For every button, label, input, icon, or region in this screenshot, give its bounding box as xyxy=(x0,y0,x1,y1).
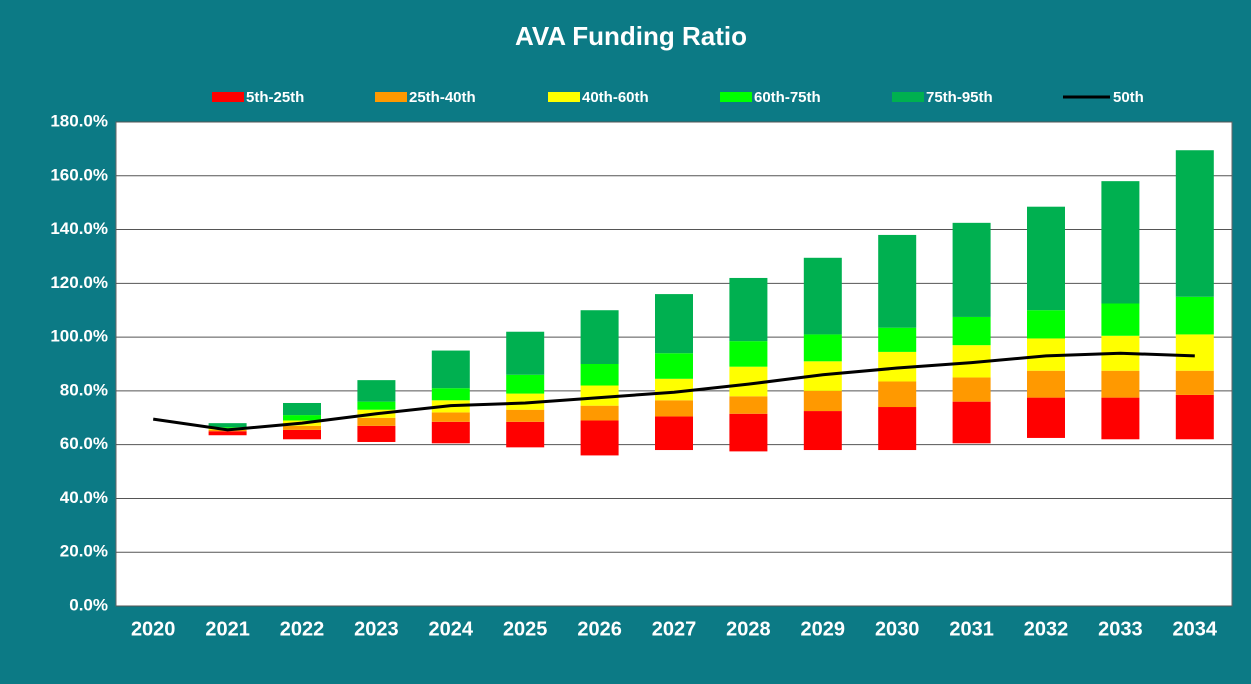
bar-segment xyxy=(580,420,619,456)
bar-segment xyxy=(952,377,991,402)
bar-segment xyxy=(878,327,917,352)
bar-segment xyxy=(1027,206,1065,311)
bar-segment xyxy=(357,425,396,442)
bar-segment xyxy=(1175,370,1214,395)
x-tick-label: 2030 xyxy=(875,618,920,640)
legend-label: 25th-40th xyxy=(409,89,476,106)
bar-segment xyxy=(878,381,917,408)
bar-segment xyxy=(729,341,768,367)
bar-segment xyxy=(208,427,247,429)
y-tick-label: 80.0% xyxy=(60,380,108,399)
bar-segment xyxy=(1101,303,1140,336)
bar-segment xyxy=(803,411,842,451)
bar-segment xyxy=(431,421,470,444)
x-tick-label: 2033 xyxy=(1098,618,1143,640)
bar-segment xyxy=(506,374,545,394)
bar-segment xyxy=(803,257,842,335)
bar-segment xyxy=(803,334,842,362)
legend-label: 40th-60th xyxy=(582,89,649,106)
x-tick-label: 2031 xyxy=(949,618,994,640)
legend-label: 60th-75th xyxy=(754,89,821,106)
bar-segment xyxy=(952,316,991,346)
bar-segment xyxy=(1175,394,1214,440)
bar-segment xyxy=(1175,296,1214,335)
bar-segment xyxy=(431,350,470,389)
bar-segment xyxy=(1175,334,1214,371)
bar-segment xyxy=(506,331,545,375)
bar-segment xyxy=(952,401,991,444)
legend-swatch xyxy=(548,92,580,102)
bar-segment xyxy=(1027,397,1065,438)
x-tick-label: 2023 xyxy=(354,618,399,640)
bar-segment xyxy=(580,310,619,364)
x-tick-label: 2029 xyxy=(801,618,846,640)
x-tick-label: 2027 xyxy=(652,618,697,640)
bar-segment xyxy=(1101,181,1140,304)
bar-segment xyxy=(1027,310,1065,339)
chart-title: AVA Funding Ratio xyxy=(515,21,747,51)
x-tick-label: 2032 xyxy=(1024,618,1069,640)
bar-segment xyxy=(729,396,768,414)
bar-segment xyxy=(580,385,619,406)
x-tick-label: 2026 xyxy=(577,618,622,640)
bar-segment xyxy=(357,380,396,402)
bar-segment xyxy=(878,234,917,328)
bar-segment xyxy=(729,277,768,342)
x-tick-label: 2025 xyxy=(503,618,548,640)
y-tick-label: 120.0% xyxy=(50,273,108,292)
bar-segment xyxy=(1101,397,1140,440)
bar-segment xyxy=(655,378,693,401)
x-tick-label: 2028 xyxy=(726,618,771,640)
y-tick-label: 0.0% xyxy=(69,595,108,614)
bar-segment xyxy=(283,429,321,440)
legend-label: 50th xyxy=(1113,89,1144,106)
bar-segment xyxy=(1027,370,1065,398)
y-tick-label: 180.0% xyxy=(50,111,108,130)
legend-swatch xyxy=(212,92,244,102)
bar-segment xyxy=(878,407,917,451)
bar-segment xyxy=(1175,150,1214,297)
bar-segment xyxy=(208,423,247,428)
bar-segment xyxy=(357,417,396,426)
x-tick-label: 2034 xyxy=(1173,618,1218,640)
bar-segment xyxy=(1101,370,1140,398)
bar-segment xyxy=(655,353,693,379)
bar-segment xyxy=(729,413,768,452)
x-tick-label: 2024 xyxy=(429,618,474,640)
bar-segment xyxy=(357,401,396,410)
bar-segment xyxy=(283,415,321,421)
y-tick-label: 60.0% xyxy=(60,434,108,453)
bar-segment xyxy=(431,412,470,422)
bar-segment xyxy=(580,405,619,421)
bar-segment xyxy=(283,402,321,416)
bar-segment xyxy=(655,416,693,451)
y-tick-label: 100.0% xyxy=(50,327,108,346)
legend-swatch xyxy=(892,92,924,102)
x-tick-label: 2021 xyxy=(205,618,250,640)
legend-label: 75th-95th xyxy=(926,89,993,106)
bar-segment xyxy=(283,425,321,430)
median-line xyxy=(152,351,1195,432)
bar-segment xyxy=(580,364,619,386)
y-tick-label: 40.0% xyxy=(60,488,108,507)
bar-segment xyxy=(655,400,693,417)
bar-segment xyxy=(506,421,545,448)
legend-swatch xyxy=(720,92,752,102)
bar-segment xyxy=(431,388,470,401)
x-tick-label: 2020 xyxy=(131,618,176,640)
y-tick-label: 20.0% xyxy=(60,542,108,561)
legend-swatch xyxy=(375,92,407,102)
y-tick-label: 140.0% xyxy=(50,219,108,238)
legend-label: 5th-25th xyxy=(246,89,304,106)
bar-segment xyxy=(506,409,545,422)
bar-segment xyxy=(952,222,991,317)
bar-segment xyxy=(655,294,693,354)
bar-segment xyxy=(803,390,842,412)
bar-segment xyxy=(208,431,247,436)
x-tick-label: 2022 xyxy=(280,618,325,640)
y-tick-label: 160.0% xyxy=(50,165,108,184)
